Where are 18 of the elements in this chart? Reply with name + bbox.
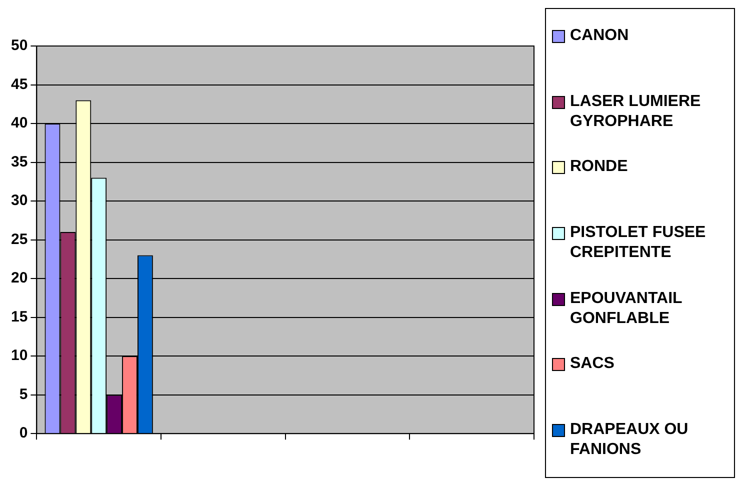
legend-label: DRAPEAUX OU FANIONS bbox=[570, 420, 690, 460]
y-tick-label: 25 bbox=[10, 230, 28, 248]
y-tick-label: 15 bbox=[10, 308, 28, 326]
legend-label: EPOUVANTAIL GONFLABLE bbox=[570, 288, 684, 329]
legend-label: RONDE bbox=[570, 157, 628, 178]
y-tick-label: 45 bbox=[10, 76, 28, 93]
y-tick-label: 10 bbox=[10, 347, 28, 364]
y-tick-label: 5 bbox=[19, 386, 28, 403]
y-tick-label: 0 bbox=[19, 424, 28, 442]
y-tick-label: 40 bbox=[10, 114, 28, 132]
y-tick-label: 20 bbox=[10, 270, 28, 287]
legend-label: SACS bbox=[570, 354, 614, 374]
y-tick-label: 35 bbox=[10, 153, 28, 170]
legend-label: PISTOLET FUSEE CREPITENTE bbox=[570, 222, 707, 263]
y-tick-label: 50 bbox=[10, 37, 28, 54]
legend-label: CANON bbox=[570, 26, 629, 46]
legend-label: LASER LUMIERE GYROPHARE bbox=[570, 92, 702, 132]
y-tick-label: 30 bbox=[10, 192, 28, 210]
